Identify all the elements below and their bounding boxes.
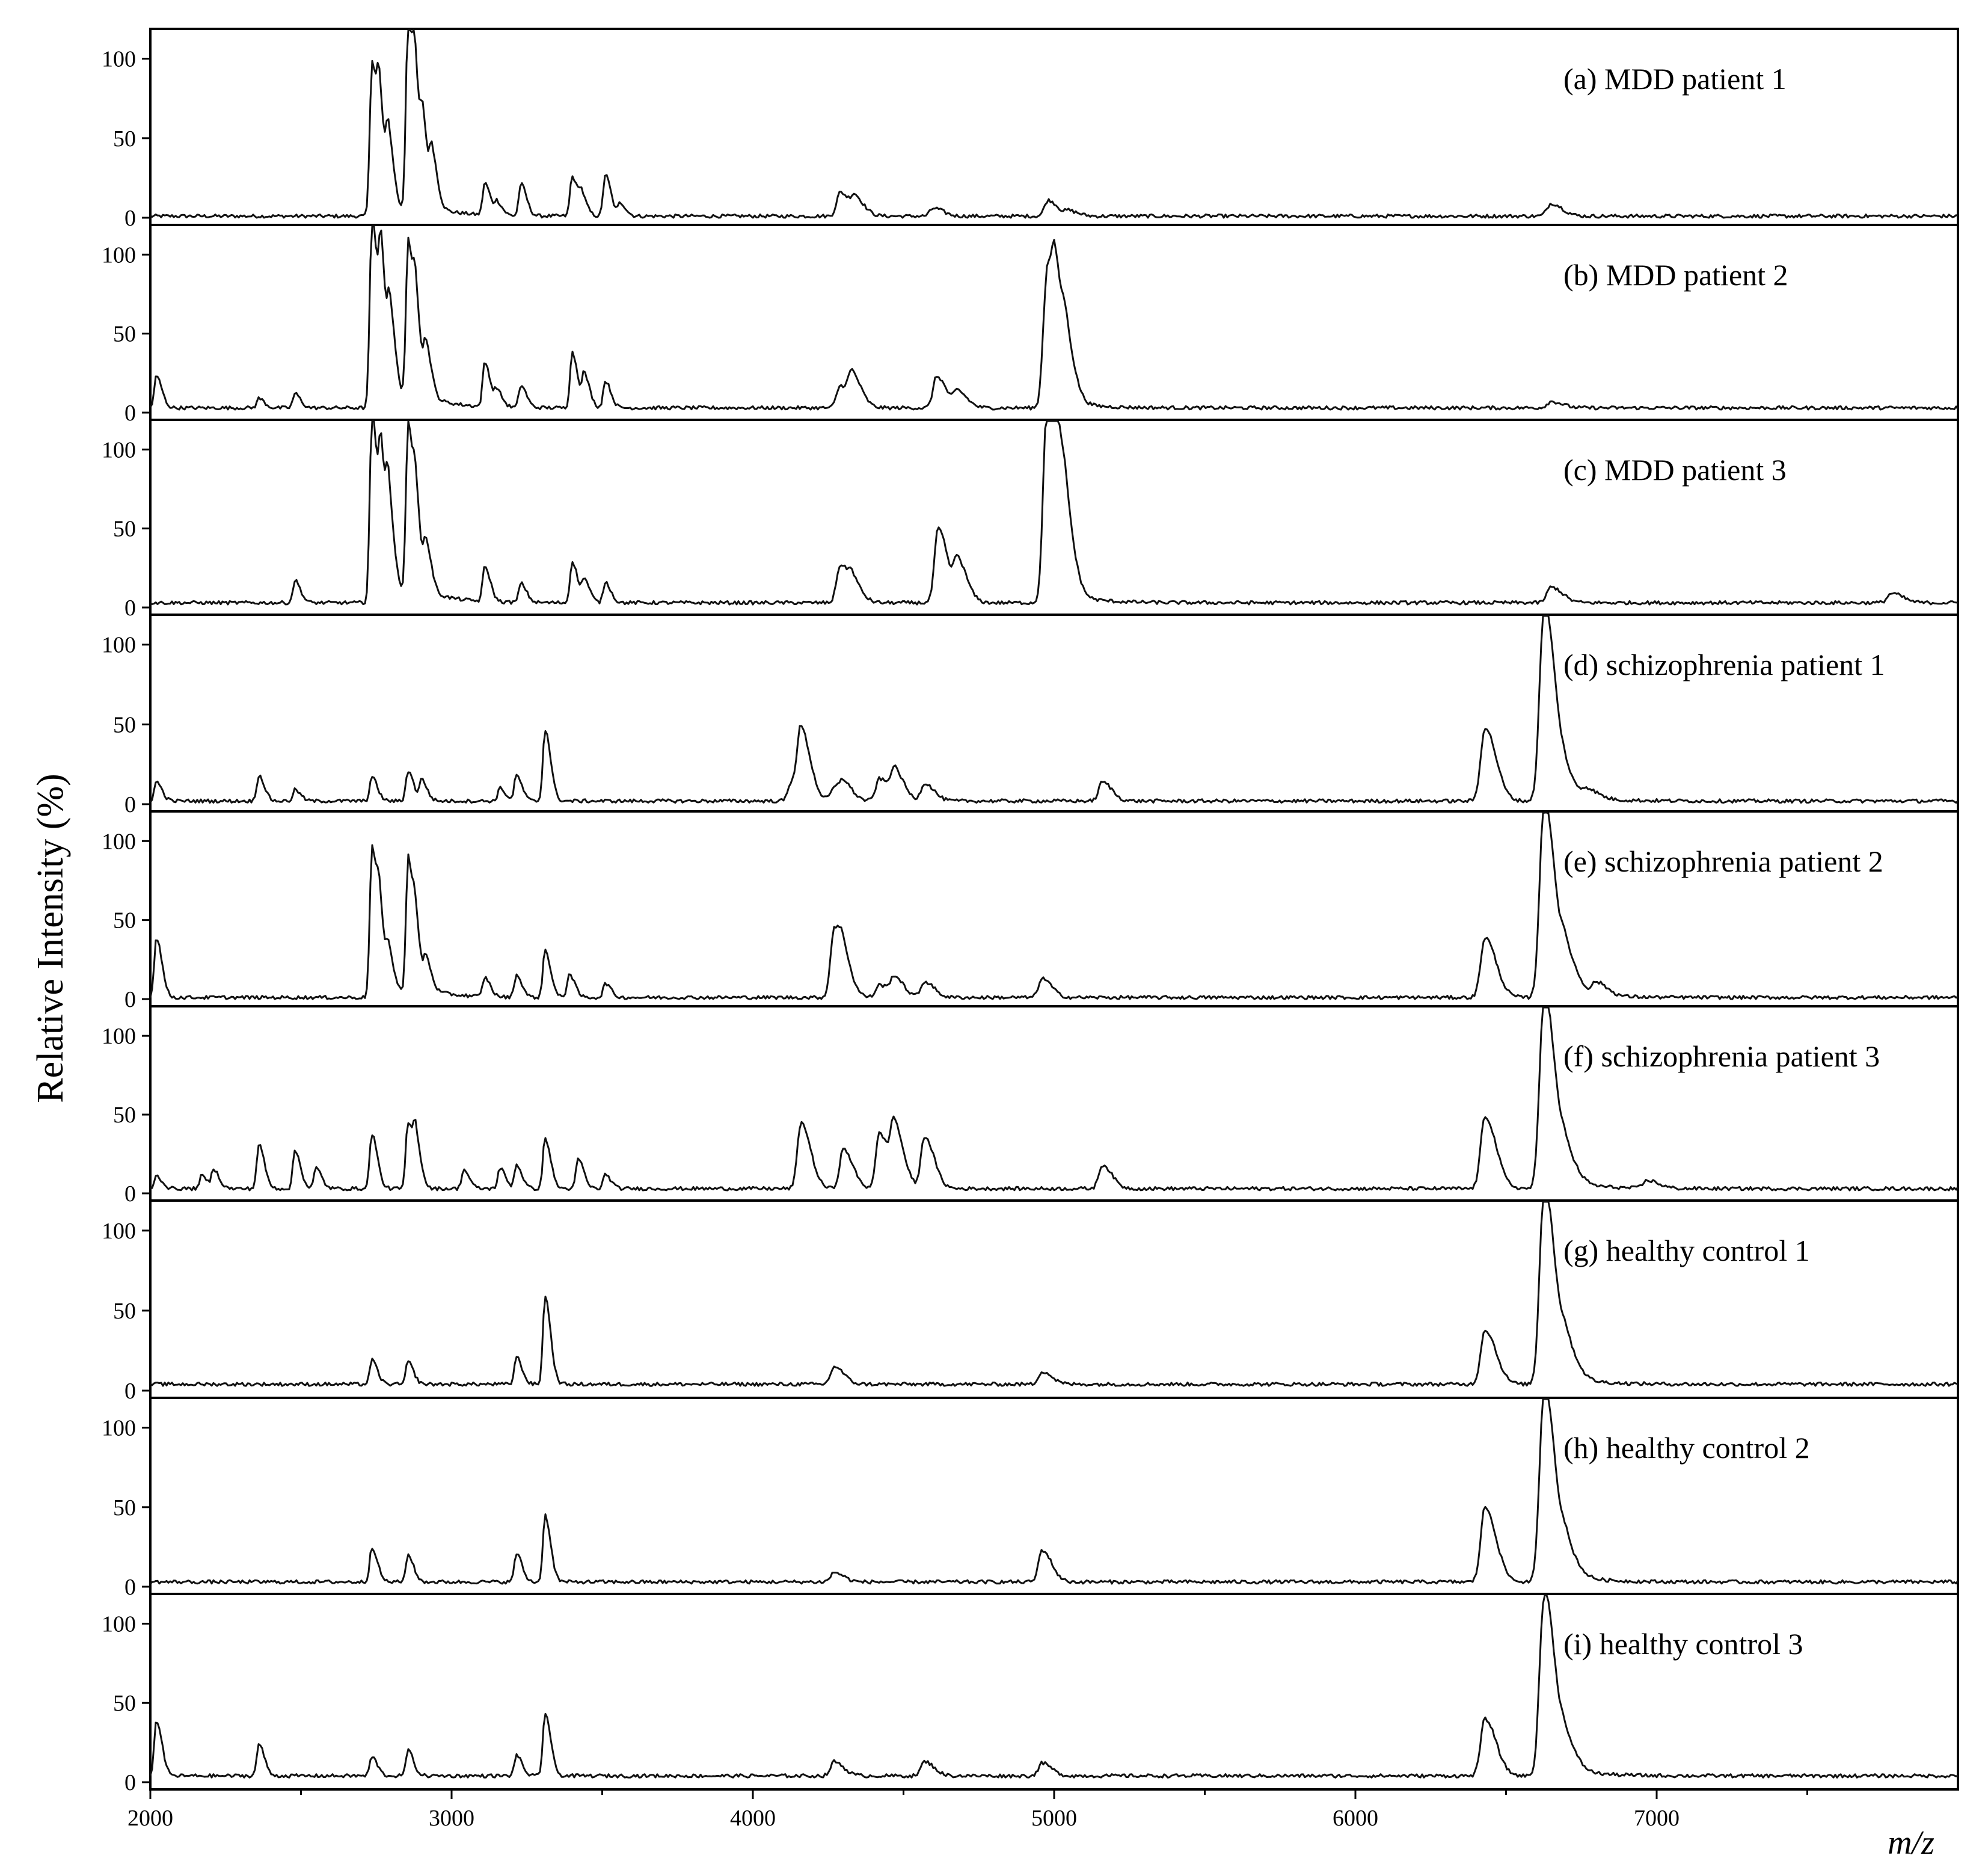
panel-label: (e) schizophrenia patient 2 — [1563, 844, 1883, 878]
panel-frame — [149, 419, 1959, 616]
y-tick-label: 0 — [124, 792, 136, 817]
y-tick-label: 50 — [113, 1495, 136, 1521]
y-tick-label: 0 — [124, 987, 136, 1012]
panel-frame — [149, 810, 1959, 1007]
x-axis: 2000 3000 4000 5000 6000 7000 — [127, 1789, 1808, 1831]
y-tick-label: 50 — [113, 126, 136, 152]
y-tick-label: 0 — [124, 1575, 136, 1600]
panel-frame — [149, 28, 1959, 226]
spectrum-trace — [150, 1006, 1959, 1192]
spectrum-trace — [149, 811, 1959, 1000]
y-tick-label: 100 — [102, 437, 136, 463]
panel-6: 0 50 100 (f) schizophrenia patient 3 — [102, 1005, 1959, 1207]
y-tick-label: 50 — [113, 1103, 136, 1128]
y-tick-label: 50 — [113, 1299, 136, 1324]
y-tick-label: 100 — [102, 47, 136, 72]
panel-9: 0 50 100 (i) healthy control 3 — [102, 1593, 1959, 1795]
y-tick-label: 0 — [124, 1181, 136, 1207]
panel-label: (c) MDD patient 3 — [1563, 453, 1787, 487]
panel-2: 0 50 100 (b) MDD patient 2 — [102, 224, 1959, 426]
y-tick-label: 100 — [102, 829, 136, 854]
spectrum-trace — [149, 225, 1959, 411]
panel-label: (a) MDD patient 1 — [1563, 62, 1787, 96]
panel-frame — [149, 1199, 1959, 1399]
panel-7: 0 50 100 (g) healthy control 1 — [102, 1199, 1959, 1404]
x-tick-label: 3000 — [429, 1806, 474, 1831]
y-tick-label: 50 — [113, 517, 136, 542]
x-tick-label: 7000 — [1634, 1806, 1680, 1831]
y-tick-label: 100 — [102, 1219, 136, 1244]
x-tick-label: 5000 — [1031, 1806, 1077, 1831]
spectrum-trace — [149, 1594, 1959, 1779]
y-tick-label: 0 — [124, 401, 136, 426]
panel-label: (i) healthy control 3 — [1563, 1627, 1803, 1661]
y-tick-label: 100 — [102, 1024, 136, 1049]
panel-3: 0 50 100 (c) MDD patient 3 — [102, 419, 1959, 621]
spectrum-trace — [150, 1398, 1959, 1585]
x-tick-label: 4000 — [730, 1806, 776, 1831]
spectrum-trace — [150, 29, 1959, 219]
y-tick-label: 50 — [113, 908, 136, 934]
y-axis-label: Relative Intensity (%) — [30, 774, 71, 1103]
panel-frame — [149, 614, 1959, 813]
panel-label: (d) schizophrenia patient 1 — [1563, 648, 1885, 681]
y-tick-label: 50 — [113, 712, 136, 737]
panel-4: 0 50 100 (d) schizophrenia patient 1 — [102, 614, 1959, 817]
y-tick-label: 100 — [102, 1611, 136, 1637]
panel-1: 0 50 100 (a) MDD patient 1 — [102, 28, 1959, 231]
y-tick-label: 50 — [113, 322, 136, 347]
panel-frame — [149, 1005, 1959, 1202]
panel-label: (h) healthy control 2 — [1563, 1431, 1810, 1465]
panel-frame — [149, 1397, 1959, 1595]
spectrum-trace — [150, 1201, 1959, 1387]
y-tick-label: 0 — [124, 1770, 136, 1795]
panel-5: 0 50 100 (e) schizophrenia patient 2 — [102, 810, 1959, 1012]
panel-8: 0 50 100 (h) healthy control 2 — [102, 1397, 1959, 1600]
y-tick-label: 0 — [124, 595, 136, 621]
panel-frame — [149, 224, 1959, 421]
y-tick-label: 50 — [113, 1691, 136, 1716]
spectrum-trace — [150, 420, 1959, 606]
y-tick-label: 100 — [102, 1416, 136, 1441]
y-tick-label: 0 — [124, 1379, 136, 1404]
x-tick-label: 6000 — [1333, 1806, 1378, 1831]
y-tick-label: 100 — [102, 242, 136, 268]
y-tick-label: 100 — [102, 633, 136, 658]
x-axis-label: m/z — [1888, 1824, 1934, 1862]
panel-label: (b) MDD patient 2 — [1563, 258, 1788, 292]
panel-label: (f) schizophrenia patient 3 — [1563, 1039, 1880, 1073]
y-tick-label: 0 — [124, 206, 136, 231]
panel-frame — [149, 1593, 1959, 1791]
spectrum-trace — [149, 615, 1959, 804]
x-tick-label: 2000 — [127, 1806, 173, 1831]
panels: 0 50 100 (a) MDD patient 1 0 50 100 (b) MDD pat… — [102, 28, 1959, 1795]
panel-label: (g) healthy control 1 — [1563, 1234, 1810, 1267]
